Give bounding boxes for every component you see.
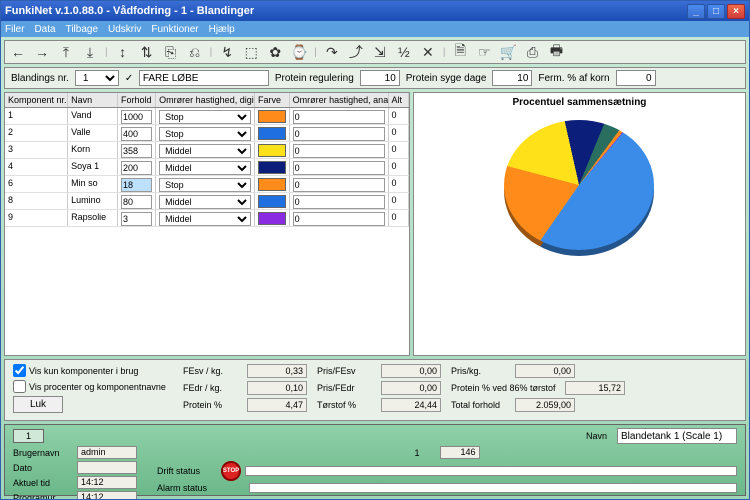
pris-fesv-value: 0,00 bbox=[381, 364, 441, 378]
toolbar-icon-6[interactable]: ⇅ bbox=[138, 43, 156, 61]
menu-tilbage[interactable]: Tilbage bbox=[66, 24, 98, 35]
dato-value bbox=[77, 461, 137, 474]
color-swatch[interactable] bbox=[258, 195, 286, 208]
color-swatch[interactable] bbox=[258, 144, 286, 157]
pie-chart-panel: Procentuel sammensætning bbox=[413, 92, 746, 356]
toolbar-icon-10[interactable]: ↯ bbox=[218, 43, 236, 61]
mixing-fields-row: Blandings nr. 1 ✓ Protein regulering Pro… bbox=[4, 67, 746, 89]
color-swatch[interactable] bbox=[258, 127, 286, 140]
bland-nr-select[interactable]: 1 bbox=[75, 70, 119, 86]
fesv-value: 0,33 bbox=[247, 364, 307, 378]
pie-chart bbox=[494, 110, 664, 260]
fedr-value: 0,10 bbox=[247, 381, 307, 395]
toolbar-icon-11[interactable]: ⬚ bbox=[242, 43, 260, 61]
app-window: FunkiNet v.1.0.88.0 - Vådfodring - 1 - B… bbox=[0, 0, 750, 500]
protein-reg-label: Protein regulering bbox=[275, 73, 354, 84]
toolbar-icon-5[interactable]: ↕ bbox=[114, 43, 132, 61]
drift-status-bar bbox=[245, 466, 737, 476]
col-header[interactable]: Forhold bbox=[118, 93, 156, 107]
toolbar-icon-8[interactable]: ⎌ bbox=[186, 43, 204, 61]
toolbar-icon-16[interactable]: ⤴ bbox=[347, 43, 365, 61]
titlebar: FunkiNet v.1.0.88.0 - Vådfodring - 1 - B… bbox=[1, 1, 749, 21]
col-header[interactable]: Komponent nr. bbox=[5, 93, 68, 107]
stop-icon: STOP bbox=[221, 461, 241, 481]
menu-funktioner[interactable]: Funktioner bbox=[151, 24, 198, 35]
toolbar-icon-0[interactable]: ← bbox=[9, 43, 27, 61]
toolbar-icon-2[interactable]: ⤒ bbox=[57, 43, 75, 61]
table-row[interactable]: 9RapsolieMiddel0 bbox=[5, 210, 409, 227]
toolbar-icon-13[interactable]: ⌚ bbox=[290, 43, 308, 61]
menu-udskriv[interactable]: Udskriv bbox=[108, 24, 141, 35]
table-row[interactable]: 2ValleStop0 bbox=[5, 125, 409, 142]
toolbar-icon-22[interactable]: ☞ bbox=[475, 43, 493, 61]
table-row[interactable]: 8LuminoMiddel0 bbox=[5, 193, 409, 210]
toolbar-icon-12[interactable]: ✿ bbox=[266, 43, 284, 61]
color-swatch[interactable] bbox=[258, 110, 286, 123]
toolbar-icon-23[interactable]: 🛒 bbox=[499, 43, 517, 61]
toolbar-icon-1[interactable]: → bbox=[33, 43, 51, 61]
toolbar-icon-19[interactable]: ✕ bbox=[419, 43, 437, 61]
total-value: 2.059,00 bbox=[515, 398, 575, 412]
color-swatch[interactable] bbox=[258, 212, 286, 225]
tank-number: 1 bbox=[13, 429, 44, 443]
table-row[interactable]: 3KornMiddel0 bbox=[5, 142, 409, 159]
color-swatch[interactable] bbox=[258, 161, 286, 174]
toolbar-icon-7[interactable]: ⎘ bbox=[162, 43, 180, 61]
col-header[interactable]: Omrører hastighed, analog bbox=[290, 93, 389, 107]
chk-vis-procenter[interactable]: Vis procenter og komponentnavne bbox=[13, 380, 173, 393]
toolbar-icon-17[interactable]: ⇲ bbox=[371, 43, 389, 61]
toolbar-icon-3[interactable]: ⤓ bbox=[81, 43, 99, 61]
col-header[interactable]: Navn bbox=[68, 93, 118, 107]
col-header[interactable]: Alt bbox=[389, 93, 409, 107]
col-header[interactable]: Omrører hastighed, digital bbox=[156, 93, 255, 107]
toolbar-icon-18[interactable]: ½ bbox=[395, 43, 413, 61]
menu-data[interactable]: Data bbox=[34, 24, 55, 35]
torstof-value: 24,44 bbox=[381, 398, 441, 412]
protein-dage-input[interactable] bbox=[492, 70, 532, 86]
toolbar-icon-21[interactable]: 🗎 bbox=[451, 43, 469, 61]
chk-vis-brug[interactable]: Vis kun komponenter i brug bbox=[13, 364, 173, 377]
table-row[interactable]: 1VandStop0 bbox=[5, 108, 409, 125]
components-grid: Komponent nr.NavnForholdOmrører hastighe… bbox=[4, 92, 410, 356]
col-header[interactable]: Farve bbox=[255, 93, 290, 107]
ferm-label: Ferm. % af korn bbox=[538, 73, 609, 84]
color-swatch[interactable] bbox=[258, 178, 286, 191]
calculations-panel: Vis kun komponenter i brug Vis procenter… bbox=[4, 359, 746, 421]
content-area: ←→⤒⤓|↕⇅⎘⎌|↯⬚✿⌚|↷⤴⇲½✕|🗎☞🛒⎙🖶 Blandings nr.… bbox=[1, 37, 749, 499]
menu-filer[interactable]: Filer bbox=[5, 24, 24, 35]
brugernavn-value: admin bbox=[77, 446, 137, 459]
pris-fedr-value: 0,00 bbox=[381, 381, 441, 395]
chart-title: Procentuel sammensætning bbox=[512, 97, 646, 108]
alarm-status-bar bbox=[249, 483, 737, 493]
close-button[interactable]: × bbox=[727, 4, 745, 19]
menubar: Filer Data Tilbage Udskriv Funktioner Hjælp bbox=[1, 21, 749, 37]
protein-value: 4,47 bbox=[247, 398, 307, 412]
tank-name[interactable] bbox=[617, 428, 737, 444]
tid-value: 14:12 bbox=[77, 476, 137, 489]
luk-button[interactable]: Luk bbox=[13, 396, 63, 413]
table-row[interactable]: 6Min soStop0 bbox=[5, 176, 409, 193]
status-num2: 146 bbox=[440, 446, 480, 459]
toolbar-icon-25[interactable]: 🖶 bbox=[547, 43, 565, 61]
toolbar: ←→⤒⤓|↕⇅⎘⎌|↯⬚✿⌚|↷⤴⇲½✕|🗎☞🛒⎙🖶 bbox=[4, 40, 746, 64]
priskg-value: 0,00 bbox=[515, 364, 575, 378]
minimize-button[interactable]: _ bbox=[687, 4, 705, 19]
maximize-button[interactable]: □ bbox=[707, 4, 725, 19]
ferm-input[interactable] bbox=[616, 70, 656, 86]
status-panel: 1 Navn Brugernavnadmin Dato Aktuel tid14… bbox=[4, 424, 746, 496]
table-row[interactable]: 4Soya 1Middel0 bbox=[5, 159, 409, 176]
menu-hjælp[interactable]: Hjælp bbox=[209, 24, 235, 35]
protein86-value: 15,72 bbox=[565, 381, 625, 395]
protein-dage-label: Protein syge dage bbox=[406, 73, 487, 84]
toolbar-icon-24[interactable]: ⎙ bbox=[523, 43, 541, 61]
toolbar-icon-15[interactable]: ↷ bbox=[323, 43, 341, 61]
protein-reg-input[interactable] bbox=[360, 70, 400, 86]
bland-name-input[interactable] bbox=[139, 70, 269, 86]
bland-nr-label: Blandings nr. bbox=[11, 73, 69, 84]
window-title: FunkiNet v.1.0.88.0 - Vådfodring - 1 - B… bbox=[5, 5, 254, 17]
programur-value: 14:12 bbox=[77, 491, 137, 499]
